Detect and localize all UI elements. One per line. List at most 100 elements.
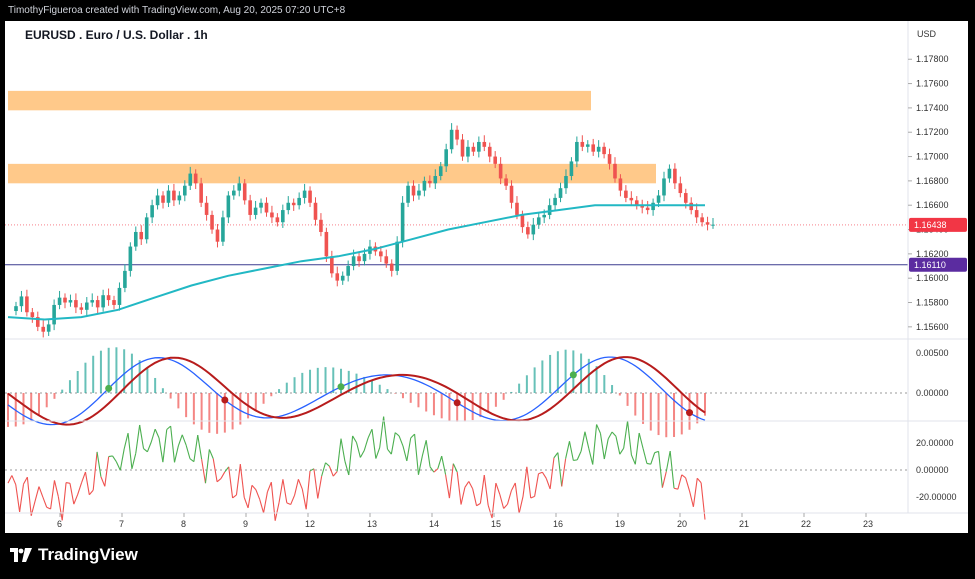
- chart-area[interactable]: 1.17800 1.17600 1.17400 1.17200 1.17000 1.168…: [5, 21, 968, 533]
- cci-segment: [309, 468, 315, 472]
- cci-segment: [259, 499, 265, 514]
- cci-segment: [228, 466, 234, 499]
- cci-segment: [596, 424, 601, 434]
- candle-body: [90, 300, 95, 303]
- candle: [248, 194, 252, 221]
- candle: [264, 197, 269, 217]
- cci-segment: [247, 485, 253, 509]
- candle: [25, 289, 29, 317]
- cci-segment: [441, 455, 447, 475]
- resistance-zone: [8, 163, 656, 184]
- candle: [460, 134, 465, 161]
- candle-body: [199, 183, 203, 203]
- cci-segment: [561, 458, 567, 487]
- osc-histogram-bar: [347, 370, 350, 393]
- candle: [335, 266, 340, 287]
- candle: [580, 135, 585, 152]
- y-tick-label: 1.17000: [916, 152, 949, 162]
- cci-tick-label: 20.00000: [916, 438, 954, 448]
- cci-segment: [23, 476, 28, 485]
- cci-segment: [611, 431, 617, 437]
- cci-segment: [661, 471, 667, 488]
- candle: [482, 135, 487, 152]
- cci-segment: [491, 482, 497, 519]
- osc-histogram-bar: [223, 393, 226, 433]
- candle: [150, 199, 154, 224]
- candle: [286, 196, 291, 215]
- cci-pane: [5, 416, 908, 521]
- cci-segment: [162, 429, 168, 463]
- osc-histogram-bar: [440, 393, 443, 419]
- candle-body: [308, 190, 312, 203]
- candle: [624, 185, 628, 203]
- cci-segment: [576, 451, 582, 461]
- candle: [357, 252, 361, 267]
- chart-svg[interactable]: 1.17800 1.17600 1.17400 1.17200 1.17000 1.168…: [5, 21, 968, 533]
- cci-segment: [189, 458, 195, 463]
- cci-segment: [557, 452, 563, 487]
- candle-body: [498, 163, 503, 179]
- cci-segment: [538, 471, 543, 475]
- candle: [673, 163, 677, 190]
- candle: [259, 198, 263, 214]
- candle: [188, 166, 193, 190]
- cci-segment: [414, 434, 420, 475]
- cci-tick-label: -20.00000: [916, 492, 957, 502]
- candle: [204, 196, 209, 221]
- candle-body: [41, 326, 46, 332]
- candle-body: [531, 224, 536, 235]
- osc-histogram-bar: [130, 353, 133, 393]
- cci-segment: [375, 447, 381, 459]
- candle: [117, 282, 122, 311]
- osc-histogram-bar: [324, 367, 327, 393]
- cci-segment: [301, 488, 307, 510]
- candle: [591, 138, 596, 156]
- tradingview-logo[interactable]: TradingView: [10, 545, 138, 565]
- candle-body: [362, 253, 367, 262]
- osc-histogram-bar: [595, 366, 598, 393]
- tradingview-logo-icon: [10, 548, 32, 562]
- candle-body: [711, 224, 715, 226]
- candle-body: [689, 202, 694, 211]
- candle-body: [74, 300, 78, 308]
- candle: [313, 197, 318, 226]
- cci-segment: [263, 491, 268, 514]
- candle: [330, 250, 334, 278]
- osc-histogram-bar: [239, 393, 242, 425]
- cci-segment: [642, 448, 648, 464]
- cci-segment: [313, 468, 319, 499]
- osc-histogram-bar: [432, 393, 435, 416]
- candle: [139, 225, 144, 245]
- cci-segment: [580, 431, 586, 452]
- candle: [417, 183, 421, 200]
- osc-histogram-bar: [270, 393, 273, 397]
- candle-body: [526, 227, 530, 235]
- candle-body: [19, 296, 24, 307]
- ema-line: [7, 204, 705, 321]
- candle: [656, 190, 661, 208]
- candle-body: [117, 287, 122, 305]
- y-tick-label: 1.17200: [916, 127, 949, 137]
- osc-histogram-bar: [107, 347, 110, 393]
- candle-body: [678, 183, 683, 194]
- current-price-badge: [909, 217, 967, 232]
- cci-segment: [239, 464, 245, 498]
- cci-segment: [61, 482, 67, 521]
- candle: [569, 157, 574, 181]
- cci-segment: [193, 434, 199, 462]
- candle-body: [438, 166, 443, 177]
- candle-body: [330, 256, 334, 274]
- cci-segment: [336, 438, 342, 472]
- cci-segment: [688, 490, 694, 507]
- candle: [302, 183, 307, 204]
- cci-segment: [131, 453, 137, 470]
- cci-segment: [328, 465, 334, 477]
- candle: [493, 151, 497, 169]
- cci-segment: [371, 429, 377, 459]
- cci-segment: [135, 424, 141, 454]
- candle-body: [705, 222, 710, 225]
- osc-histogram-bar: [494, 393, 497, 407]
- osc-histogram-bar: [649, 393, 652, 431]
- candle-body: [542, 214, 546, 218]
- osc-histogram-bar: [673, 393, 676, 437]
